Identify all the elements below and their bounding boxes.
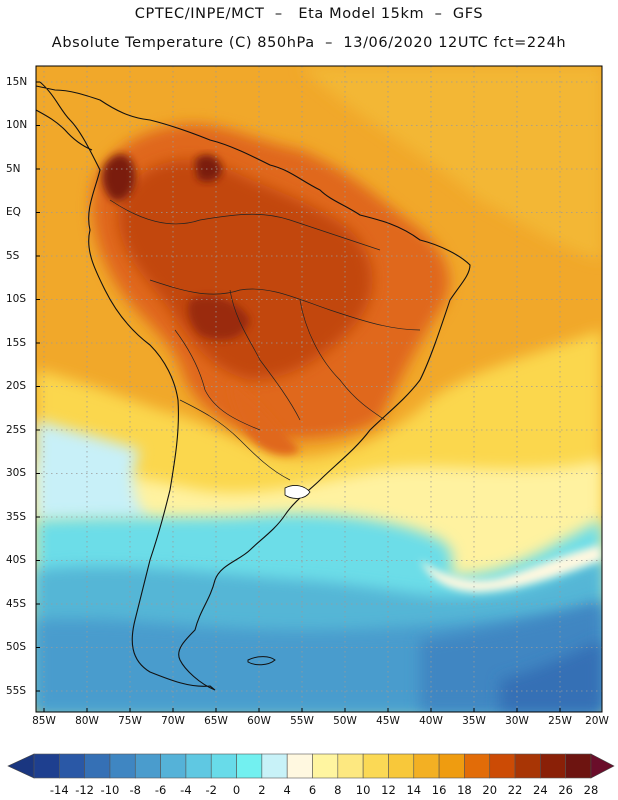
lon-label: 40W (419, 715, 443, 727)
colorbar-label: -2 (205, 783, 217, 797)
lon-label: 80W (75, 715, 99, 727)
lon-label: 60W (247, 715, 271, 727)
lat-label: EQ (6, 206, 21, 218)
lat-label: 55S (6, 685, 27, 697)
colorbar-label: 10 (355, 783, 371, 797)
axis-ticks (36, 81, 561, 712)
colorbar-swatch (185, 753, 212, 779)
colorbar-swatch (413, 753, 440, 779)
lat-label: 15S (6, 337, 27, 349)
lat-label: 45S (6, 598, 27, 610)
colorbar-swatch (59, 753, 85, 779)
colorbar-label: 2 (258, 783, 266, 797)
lon-label: 30W (505, 715, 529, 727)
lon-label: 75W (118, 715, 142, 727)
colorbar-swatch (540, 753, 566, 779)
rio-de-la-plata (284, 485, 311, 499)
lat-label: 50S (6, 641, 27, 653)
falkland-islands (247, 656, 276, 666)
colorbar-label: -8 (129, 783, 141, 797)
colorbar-label: -14 (49, 783, 69, 797)
lon-label: 45W (376, 715, 400, 727)
temperature-field (36, 66, 602, 712)
chart-title-line2: Absolute Temperature (C) 850hPa – 13/06/… (51, 35, 567, 51)
colorbar-swatch (312, 753, 339, 779)
colorbar-swatch (33, 753, 60, 779)
colorbar-label: 20 (482, 783, 498, 797)
colorbar-extend-right (590, 753, 615, 779)
chart-title-line1: CPTEC/INPE/MCT – Eta Model 15km – GFS (134, 6, 484, 22)
lon-label: 65W (204, 715, 228, 727)
colorbar-label: 18 (457, 783, 472, 797)
colorbar-label: -10 (100, 783, 120, 797)
country-borders (109, 199, 421, 481)
colorbar-label: -12 (75, 783, 95, 797)
map-frame (35, 65, 603, 713)
colorbar-swatch (286, 753, 313, 779)
colorbar-label: 8 (334, 783, 342, 797)
lon-label: 25W (548, 715, 572, 727)
coastline-central-america (36, 109, 93, 151)
lat-label: 40S (6, 554, 27, 566)
lat-label: 30S (6, 467, 27, 479)
lon-label: 55W (290, 715, 314, 727)
lat-label: 5S (6, 250, 20, 262)
lon-label: 85W (32, 715, 56, 727)
lon-label: 50W (333, 715, 357, 727)
colorbar-label: 28 (583, 783, 599, 797)
colorbar-swatch (210, 753, 237, 779)
colorbar-swatch (514, 753, 541, 779)
colorbar-label: 4 (283, 783, 291, 797)
colorbar-swatch (109, 753, 136, 779)
colorbar-label: 26 (558, 783, 573, 797)
lon-label: 20W (585, 715, 609, 727)
lat-label: 10S (6, 293, 27, 305)
colorbar-label: -6 (154, 783, 167, 797)
lat-label: 5N (6, 163, 21, 175)
colorbar-swatch (160, 753, 187, 779)
colorbar-label: 16 (431, 783, 447, 797)
colorbar-label: 24 (533, 783, 548, 797)
colorbar-label: 0 (232, 783, 241, 797)
lon-label: 70W (161, 715, 185, 727)
colorbar-swatch (489, 753, 516, 779)
colorbar-swatch (438, 753, 465, 779)
lat-label: 25S (6, 424, 27, 436)
lat-label: 10N (6, 119, 28, 131)
colorbar-extend-left (7, 753, 35, 779)
colorbar-swatch (84, 753, 111, 779)
colorbar-swatch (362, 753, 389, 779)
coastline (36, 81, 471, 691)
colorbar-label: -4 (180, 783, 192, 797)
lat-label: 20S (6, 380, 27, 392)
lat-label: 15N (6, 76, 28, 88)
colorbar-swatch (388, 753, 415, 779)
lon-label: 35W (462, 715, 486, 727)
colorbar-label: 22 (507, 783, 523, 797)
colorbar-swatch (236, 753, 263, 779)
colorbar-label: 6 (308, 783, 317, 797)
colorbar-label: 12 (381, 783, 396, 797)
colorbar-swatch (337, 753, 364, 779)
colorbar-swatch (565, 753, 592, 779)
colorbar-swatch (261, 753, 288, 779)
lat-label: 35S (6, 511, 27, 523)
colorbar-swatch (134, 753, 161, 779)
colorbar-label: 14 (406, 783, 422, 797)
colorbar-swatch (464, 753, 491, 779)
colorbar (7, 753, 615, 779)
